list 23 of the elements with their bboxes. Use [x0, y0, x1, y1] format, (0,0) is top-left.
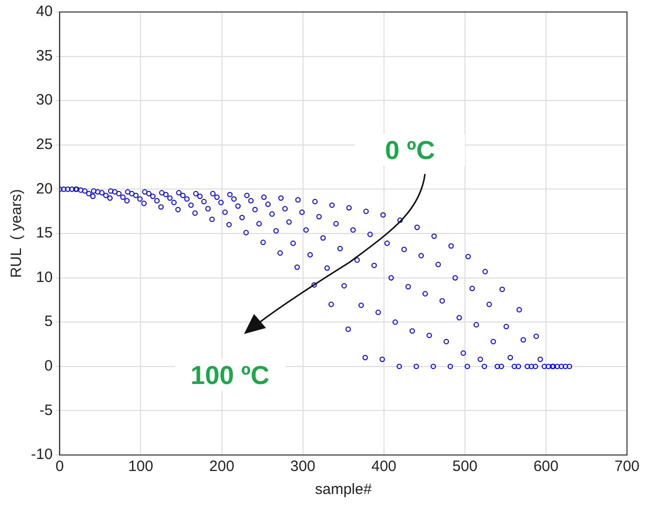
y-tick-label: 5	[44, 313, 53, 330]
x-tick-label: 400	[371, 458, 396, 476]
y-tick-label: 35	[36, 47, 53, 64]
x-tick-label: 200	[209, 458, 234, 476]
x-tick-label: 700	[614, 458, 640, 476]
annotation: 100 ºC	[175, 359, 285, 391]
y-tick-label: 0	[44, 358, 53, 375]
y-tick-label: 15	[36, 224, 53, 242]
x-tick-label: 600	[533, 458, 558, 476]
y-tick-label: 40	[36, 3, 53, 20]
y-tick-label: -10	[30, 446, 53, 464]
x-tick-label: 300	[290, 458, 316, 476]
x-tick-label: 100	[128, 458, 154, 476]
y-tick-label: 30	[36, 92, 53, 109]
x-tick-label: 0	[56, 458, 64, 476]
y-tick-label: -5	[39, 402, 53, 419]
x-axis-title: sample#	[314, 481, 372, 498]
y-axis-title: RUL ( years)	[8, 189, 26, 278]
y-tick-label: 25	[36, 136, 53, 154]
y-tick-label: 10	[36, 268, 53, 286]
y-tick-label: 20	[36, 180, 53, 198]
x-tick-label: 500	[452, 458, 478, 476]
annotation: 0 ºC	[355, 134, 465, 166]
